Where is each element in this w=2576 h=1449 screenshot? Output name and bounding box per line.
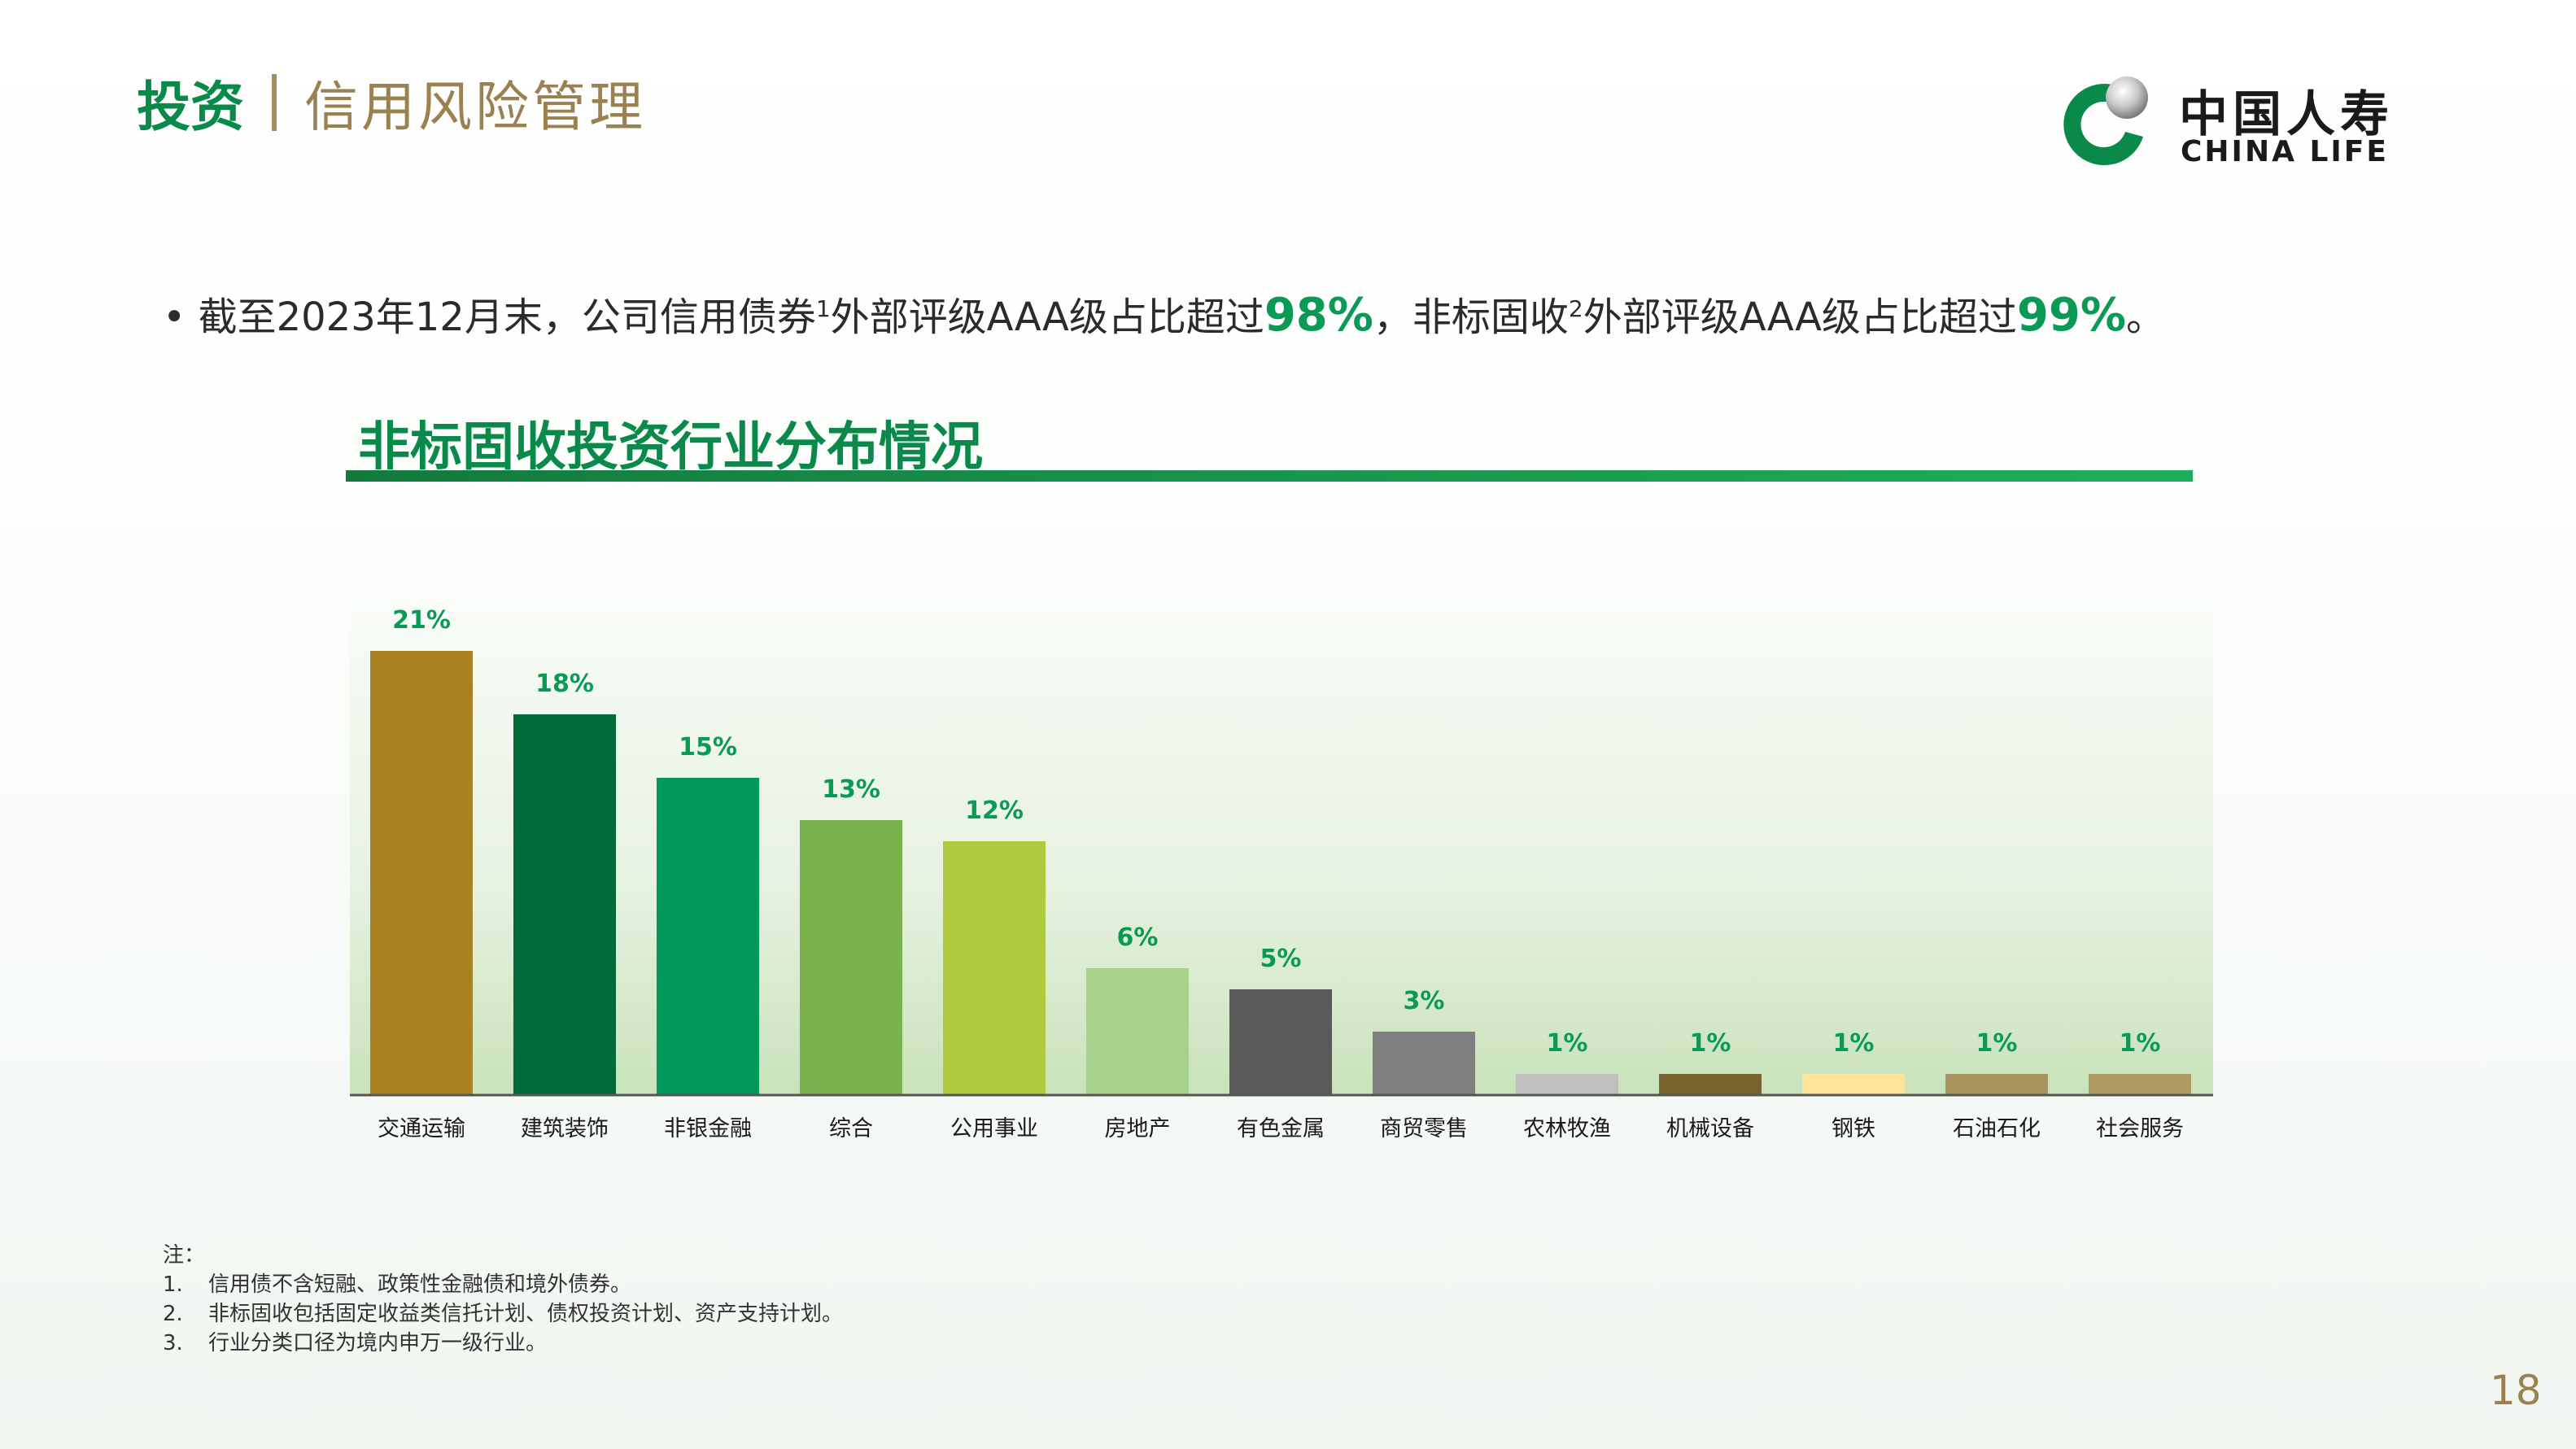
note-text: 非标固收包括固定收益类信托计划、债权投资计划、资产支持计划。 xyxy=(208,1302,844,1326)
category-label: 非银金融 xyxy=(664,1116,752,1141)
bar-9 xyxy=(1516,1074,1618,1095)
category-label: 农林牧渔 xyxy=(1523,1116,1611,1141)
note-item: 2. 非标固收包括固定收益类信托计划、债权投资计划、资产支持计划。 xyxy=(163,1299,843,1329)
footnotes: 注： 1. 信用债不含短融、政策性金融债和境外债券。 2. 非标固收包括固定收益… xyxy=(163,1241,843,1358)
note-number: 2. xyxy=(163,1302,183,1326)
page-number: 18 xyxy=(2490,1367,2542,1414)
china-life-logo: 中国人寿 CHINA LIFE xyxy=(2059,73,2417,171)
bar-value-label: 3% xyxy=(1404,987,1445,1015)
bar-11 xyxy=(1802,1074,1905,1095)
category-label: 机械设备 xyxy=(1666,1116,1754,1141)
section-title: 投资 xyxy=(137,76,244,138)
bar-6 xyxy=(1086,968,1189,1095)
bullet-text-4: 外部评级AAA级占比超过 xyxy=(1583,295,2017,340)
category-label: 房地产 xyxy=(1105,1116,1171,1141)
bar-1 xyxy=(370,651,473,1095)
bar-4 xyxy=(800,820,902,1095)
category-label: 公用事业 xyxy=(950,1116,1038,1141)
bar-10 xyxy=(1659,1074,1762,1095)
header-divider xyxy=(272,74,277,131)
chart-title: 非标固收投资行业分布情况 xyxy=(358,417,983,478)
category-label: 商贸零售 xyxy=(1380,1116,1468,1141)
note-item: 3. 行业分类口径为境内申万一级行业。 xyxy=(163,1329,843,1358)
summary-bullet: • 截至2023年12月末，公司信用债券1外部评级AAA级占比超过98%，非标固… xyxy=(163,285,2165,342)
note-text: 行业分类口径为境内申万一级行业。 xyxy=(208,1331,548,1355)
bar-value-label: 21% xyxy=(392,606,451,635)
chart-title-underline xyxy=(346,470,2193,482)
category-label: 建筑装饰 xyxy=(521,1116,609,1141)
bullet-text-1: 截至2023年12月末，公司信用债券 xyxy=(198,295,816,340)
highlight-98: 98% xyxy=(1264,289,1373,342)
note-item: 1. 信用债不含短融、政策性金融债和境外债券。 xyxy=(163,1270,843,1299)
bullet-dot: • xyxy=(163,295,186,340)
footnote-ref-2: 2 xyxy=(1568,295,1583,322)
page-header: 投资 信用风险管理 xyxy=(137,63,646,142)
bar-7 xyxy=(1229,989,1332,1095)
footnote-ref-1: 1 xyxy=(815,295,831,322)
highlight-99: 99% xyxy=(2016,289,2126,342)
bar-3 xyxy=(657,778,759,1095)
bullet-text-2: 外部评级AAA级占比超过 xyxy=(830,295,1264,340)
bar-value-label: 13% xyxy=(822,775,880,804)
bar-5 xyxy=(943,841,1046,1095)
note-number: 3. xyxy=(163,1331,183,1355)
bar-12 xyxy=(1945,1074,2048,1095)
bar-value-label: 1% xyxy=(1976,1029,2018,1058)
bar-2 xyxy=(513,714,616,1095)
bullet-text-5: 。 xyxy=(2125,295,2165,340)
logo-english-text: CHINA LIFE xyxy=(2181,135,2389,168)
bar-value-label: 12% xyxy=(965,797,1024,825)
category-label: 石油石化 xyxy=(1953,1116,2041,1141)
bar-13 xyxy=(2089,1074,2191,1095)
logo-chinese-text: 中国人寿 xyxy=(2179,86,2394,143)
page-title: 信用风险管理 xyxy=(304,76,646,138)
bar-value-label: 1% xyxy=(1833,1029,1875,1058)
bar-value-label: 15% xyxy=(679,733,737,762)
note-number: 1. xyxy=(163,1272,183,1297)
bar-value-label: 5% xyxy=(1260,945,1302,973)
bar-value-label: 18% xyxy=(535,670,594,698)
bar-value-label: 6% xyxy=(1117,923,1159,952)
category-label: 综合 xyxy=(829,1116,873,1141)
bar-value-label: 1% xyxy=(1547,1029,1588,1058)
bar-value-label: 1% xyxy=(2120,1029,2161,1058)
bullet-text-3: ，非标固收 xyxy=(1373,295,1569,340)
logo-icon xyxy=(2063,76,2148,166)
bar-value-label: 1% xyxy=(1690,1029,1731,1058)
notes-heading: 注： xyxy=(163,1243,206,1268)
category-label: 交通运输 xyxy=(378,1116,465,1141)
category-label: 钢铁 xyxy=(1832,1116,1875,1141)
category-label: 社会服务 xyxy=(2096,1116,2184,1141)
bar-8 xyxy=(1373,1032,1475,1095)
note-text: 信用债不含短融、政策性金融债和境外债券。 xyxy=(208,1272,632,1297)
category-label: 有色金属 xyxy=(1237,1116,1325,1141)
